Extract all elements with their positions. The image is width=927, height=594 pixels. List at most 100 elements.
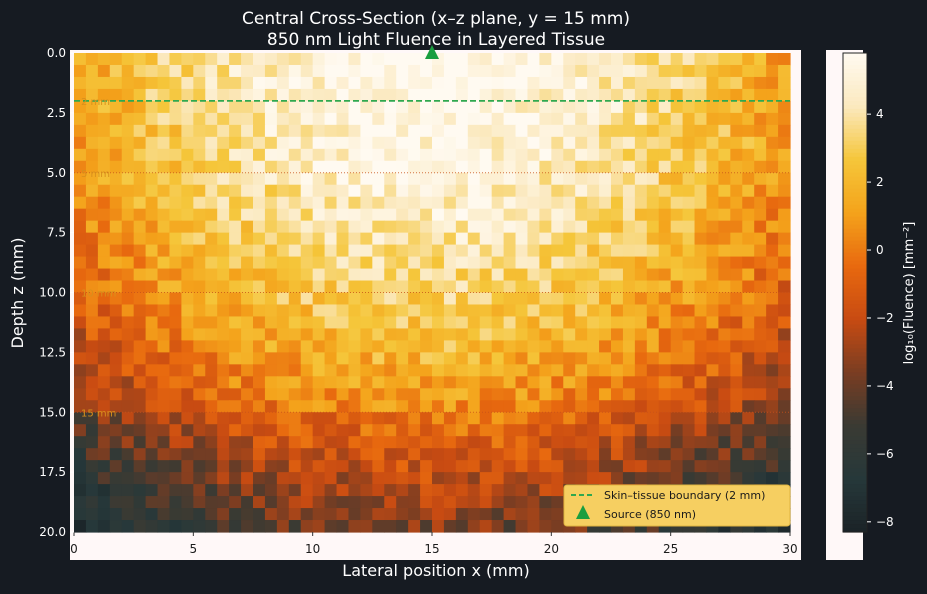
heatmap-cell	[312, 316, 326, 330]
heatmap-cell	[85, 53, 99, 66]
heatmap-cell	[503, 352, 517, 365]
heatmap-cell	[658, 124, 672, 138]
colorbar-segment	[843, 288, 867, 294]
heatmap-cell	[288, 472, 302, 485]
heatmap-cell	[420, 196, 433, 210]
heatmap-cell	[157, 124, 171, 138]
heatmap-cell	[563, 340, 576, 353]
heatmap-cell	[766, 172, 779, 186]
heatmap-cell	[634, 88, 648, 102]
heatmap-cell	[718, 124, 731, 138]
heatmap-cell	[336, 328, 350, 341]
heatmap-cell	[432, 244, 445, 258]
heatmap-cell	[443, 148, 457, 162]
heatmap-cell	[85, 364, 99, 377]
heatmap-cell	[384, 316, 397, 330]
heatmap-cell	[193, 352, 206, 365]
heatmap-cell	[121, 112, 135, 126]
heatmap-cell	[646, 364, 660, 377]
heatmap-cell	[324, 316, 338, 330]
heatmap-cell	[766, 184, 779, 198]
heatmap-cell	[706, 340, 719, 353]
heatmap-cell	[766, 400, 779, 413]
heatmap-cell	[336, 376, 350, 389]
heatmap-cell	[253, 436, 266, 449]
heatmap-cell	[384, 472, 397, 485]
heatmap-cell	[539, 184, 552, 198]
heatmap-cell	[133, 148, 147, 162]
heatmap-cell	[611, 208, 624, 222]
heatmap-cell	[754, 208, 767, 222]
heatmap-cell	[241, 472, 254, 485]
heatmap-cell	[324, 340, 338, 353]
heatmap-cell	[408, 448, 421, 461]
colorbar-segment	[843, 64, 867, 70]
heatmap-cell	[718, 448, 731, 461]
heatmap-cell	[396, 292, 409, 306]
heatmap-cell	[443, 88, 457, 102]
heatmap-cell	[646, 328, 660, 341]
heatmap-cell	[217, 340, 230, 353]
heatmap-cell	[479, 400, 493, 413]
heatmap-cell	[336, 64, 350, 78]
heatmap-cell	[515, 292, 529, 306]
heatmap-cell	[491, 364, 505, 377]
heatmap-cell	[109, 520, 123, 533]
heatmap-cell	[551, 64, 564, 78]
heatmap-cell	[455, 508, 469, 521]
heatmap-cell	[694, 328, 708, 341]
colorbar-segment	[843, 332, 867, 338]
heatmap-cell	[479, 496, 493, 509]
heatmap-cell	[384, 340, 397, 353]
heatmap-cell	[74, 340, 87, 353]
heatmap-cell	[396, 148, 409, 162]
heatmap-cell	[300, 388, 314, 401]
heatmap-cell	[515, 100, 529, 114]
heatmap-cell	[479, 328, 493, 341]
heatmap-cell	[587, 304, 600, 318]
heatmap-cell	[169, 364, 182, 377]
heatmap-cell	[551, 292, 564, 306]
heatmap-cell	[587, 112, 600, 126]
heatmap-cell	[312, 172, 326, 186]
heatmap-cell	[467, 436, 481, 449]
heatmap-cell	[491, 496, 505, 509]
heatmap-cell	[515, 376, 529, 389]
heatmap-cell	[300, 376, 314, 389]
heatmap-cell	[109, 64, 123, 78]
heatmap-cell	[217, 64, 230, 78]
heatmap-cell	[599, 436, 612, 449]
heatmap-cell	[682, 244, 696, 258]
heatmap-cell	[288, 64, 302, 78]
colorbar-gradient	[842, 52, 868, 533]
heatmap-cell	[527, 76, 540, 90]
heatmap-cell	[264, 136, 278, 150]
heatmap-cell	[145, 448, 159, 461]
heatmap-cell	[74, 160, 87, 174]
heatmap-cell	[730, 304, 743, 318]
heatmap-cell	[515, 256, 529, 270]
heatmap-cell	[97, 256, 111, 270]
heatmap-cell	[360, 364, 373, 377]
source-marker	[425, 45, 439, 59]
heatmap-cell	[551, 400, 564, 413]
heatmap-cell	[443, 388, 457, 401]
heatmap-cell	[479, 256, 493, 270]
heatmap-cell	[754, 340, 767, 353]
heatmap-cell	[694, 472, 708, 485]
heatmap-cell	[133, 124, 147, 138]
heatmap-cell	[169, 172, 182, 186]
heatmap-cell	[384, 496, 397, 509]
heatmap-cell	[85, 376, 99, 389]
heatmap-cell	[74, 124, 87, 138]
heatmap-cell	[205, 76, 218, 90]
heatmap-cell	[611, 124, 624, 138]
heatmap-cell	[74, 220, 87, 234]
heatmap-cell	[217, 496, 230, 509]
colorbar-segment	[843, 76, 867, 82]
heatmap-cell	[515, 76, 529, 90]
heatmap-cell	[109, 208, 123, 222]
heatmap-cell	[455, 292, 469, 306]
heatmap-cell	[742, 148, 755, 162]
colorbar-segment	[843, 148, 867, 154]
